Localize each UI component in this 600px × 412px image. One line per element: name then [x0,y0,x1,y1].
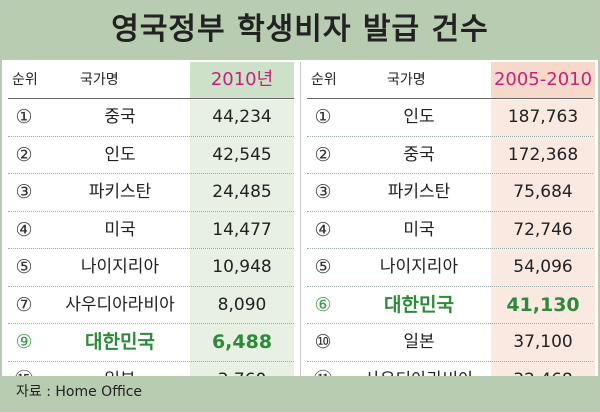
table-header: 순위 국가명 2010년 [8,62,294,99]
rank-cell: ⑩ [314,331,332,353]
table-divider [300,62,301,376]
country-cell: 일본 [403,332,435,352]
value-cell: 14,477 [212,219,272,240]
table-row: ⑦ 사우디아라비아 8,090 [8,287,294,324]
rank-cell: ⑤ [15,256,33,278]
value-cell: 37,100 [513,332,573,352]
table-body: ① 인도 187,763 ② 중국 172,368 ③ 파키스탄 75,684 ④ 미국 72,746… [307,99,593,399]
source-footer: 자료 : Home Office [2,376,598,410]
country-cell: 인도 [104,144,136,165]
value-cell: 75,684 [513,182,573,202]
country-cell: 대한민국 [85,331,155,353]
value-cell: 54,096 [513,257,573,277]
country-cell: 중국 [104,107,136,127]
table-row: ⑥ 대한민국 41,130 [307,287,593,324]
rank-cell: ③ [15,181,33,203]
country-cell: 파키스탄 [88,182,152,202]
table-2010: 순위 국가명 2010년 ① 중국 44,234 ② 인도 42,545 ③ 파키스탄 24,4… [8,62,294,399]
table-row: ⑤ 나이지리아 10,948 [8,249,294,287]
table-row: ② 인도 42,545 [8,137,294,174]
rank-cell: ⑨ [15,331,33,353]
table-row: ④ 미국 14,477 [8,212,294,249]
value-cell: 72,746 [513,219,573,240]
country-cell: 대한민국 [384,293,454,316]
rank-cell: ① [314,106,332,128]
table-2005-2010: 순위 국가명 2005-2010 ① 인도 187,763 ② 중국 172,368 ③ 파키… [307,62,595,399]
country-cell: 인도 [403,107,435,127]
page-title: 영국정부 학생비자 발급 건수 [2,2,598,60]
rank-header: 순위 [12,72,38,88]
table-row: ⑨ 대한민국 6,488 [8,324,294,362]
country-header: 국가명 [80,72,119,88]
table-row: ② 중국 172,368 [307,137,593,174]
year-header: 2005-2010 [491,62,595,98]
table-header: 순위 국가명 2005-2010 [307,62,595,99]
value-cell: 41,130 [506,293,580,316]
rank-cell: ① [15,106,33,128]
rank-cell: ⑥ [314,293,332,316]
country-cell: 사우디아라비아 [65,294,175,315]
year-header: 2010년 [190,62,294,98]
value-cell: 24,485 [212,182,272,202]
table-row: ⑩ 일본 37,100 [307,324,593,362]
rank-cell: ⑦ [15,293,33,316]
rank-cell: ⑤ [314,256,332,278]
country-cell: 나이지리아 [80,257,160,277]
rank-cell: ④ [15,218,33,241]
table-row: ① 중국 44,234 [8,99,294,137]
table-row: ⑤ 나이지리아 54,096 [307,249,593,287]
table-row: ③ 파키스탄 24,485 [8,174,294,212]
table-row: ③ 파키스탄 75,684 [307,174,593,212]
value-column-shade [491,100,595,396]
country-cell: 미국 [104,219,136,240]
country-header: 국가명 [387,72,426,88]
value-cell: 6,488 [211,331,273,353]
country-cell: 미국 [403,219,435,240]
value-cell: 44,234 [212,107,272,127]
value-column-shade [190,100,294,396]
table-row: ① 인도 187,763 [307,99,593,137]
rank-cell: ② [314,143,332,166]
value-cell: 8,090 [217,294,267,315]
table-row: ④ 미국 72,746 [307,212,593,249]
rank-cell: ④ [314,218,332,241]
value-cell: 172,368 [507,144,579,165]
country-cell: 파키스탄 [387,182,451,202]
rank-cell: ③ [314,181,332,203]
source-text: 자료 : Home Office [16,384,143,400]
rank-header: 순위 [311,72,337,88]
rank-cell: ② [15,143,33,166]
value-cell: 187,763 [507,107,579,127]
value-cell: 42,545 [212,144,272,165]
table-body: ① 중국 44,234 ② 인도 42,545 ③ 파키스탄 24,485 ④ 미국 14,477 ⑤ 나… [8,99,294,399]
country-cell: 나이지리아 [379,257,459,277]
country-cell: 중국 [403,144,435,165]
value-cell: 10,948 [212,257,272,277]
